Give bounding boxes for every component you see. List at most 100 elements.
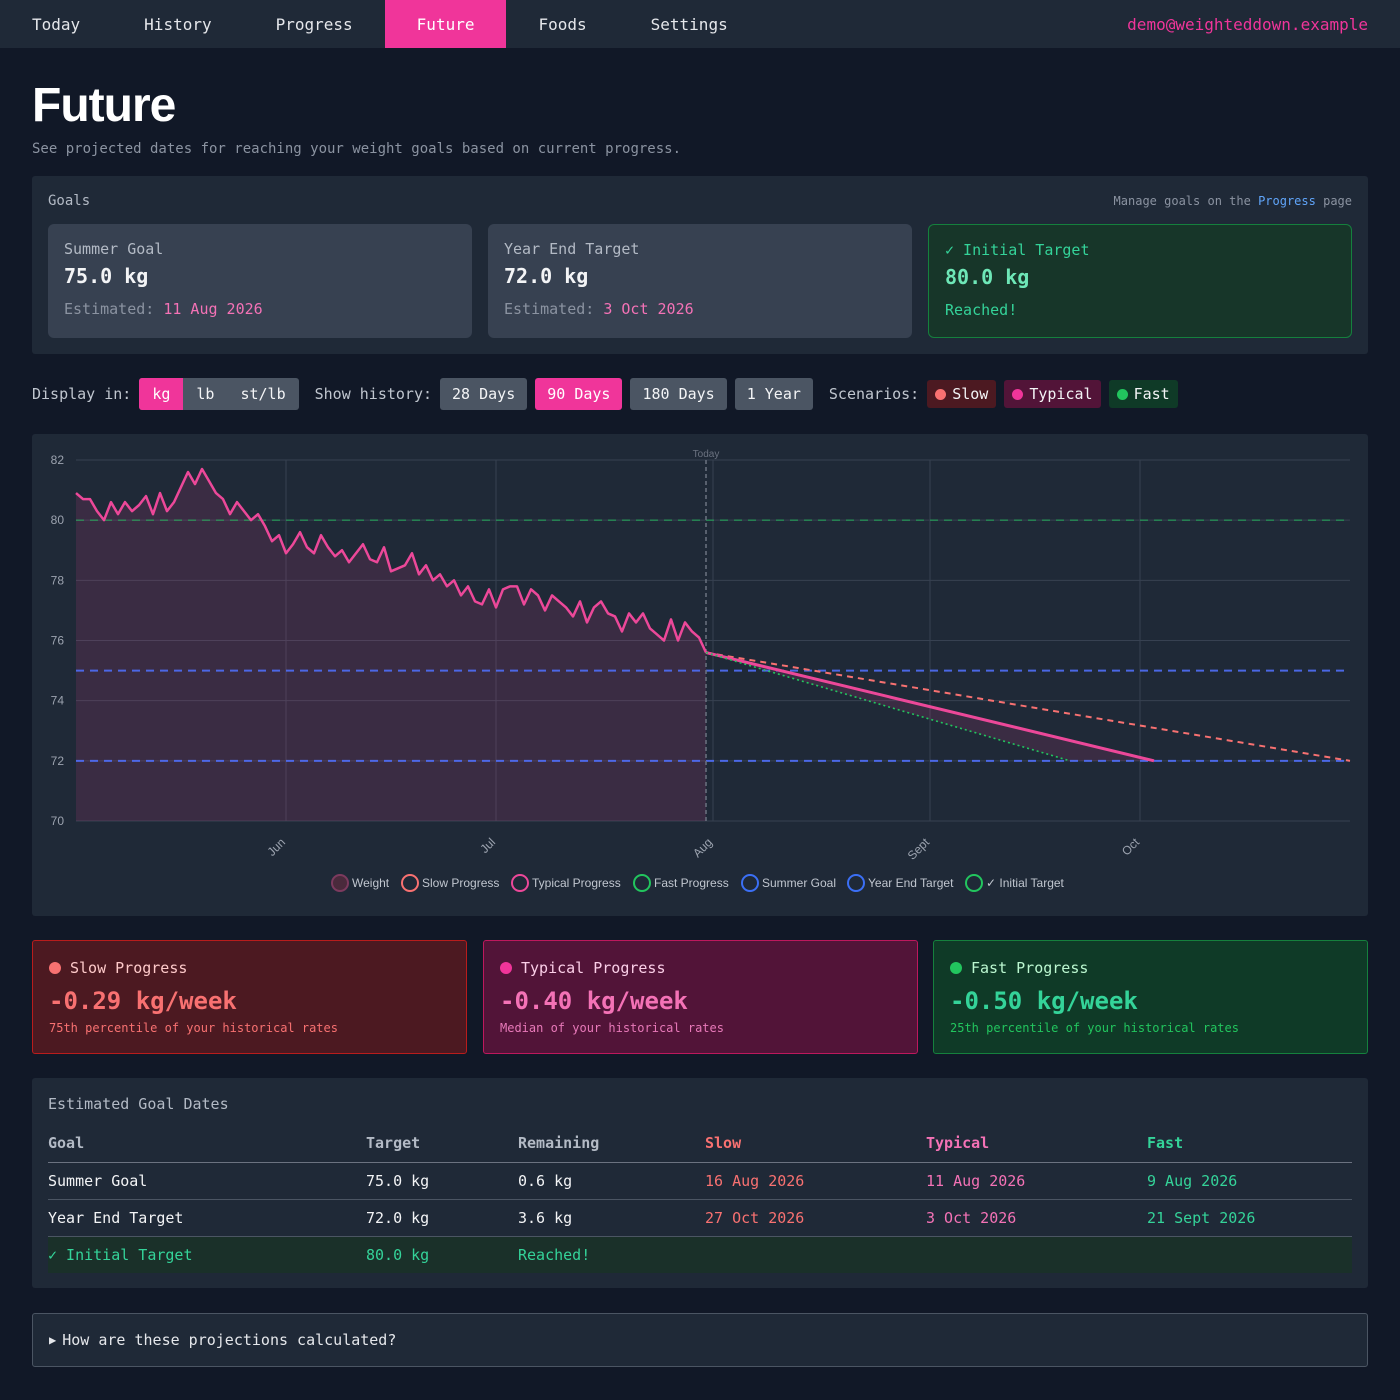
legend-swatch-icon (633, 874, 651, 892)
tab-progress[interactable]: Progress (275, 14, 353, 34)
legend-label: Year End Target (868, 876, 954, 890)
manage-goals-prefix: Manage goals on the (1113, 194, 1251, 208)
goal-weight: 72.0 kg (504, 264, 589, 288)
goal-estimate: Estimated: 11 Aug 2026 (64, 300, 456, 318)
legend-label: Typical Progress (532, 876, 621, 890)
goal-dates-table: Goal Target Remaining Slow Typical Fast … (48, 1124, 1352, 1273)
legend-label: Slow Progress (422, 876, 499, 890)
weight-area (76, 469, 706, 821)
goals-heading: Goals (48, 193, 91, 209)
slow-dot-icon (49, 962, 61, 974)
goal-card-initial: ✓ Initial Target 80.0 kg Reached! (928, 224, 1352, 338)
y-tick-label: 76 (51, 634, 65, 648)
legend-swatch-icon (401, 874, 419, 892)
tab-foods[interactable]: Foods (538, 14, 587, 34)
user-email-link[interactable]: demo@weighteddown.example (1127, 14, 1368, 34)
scenario-label: Fast (1133, 385, 1170, 403)
scenario-fast-toggle[interactable]: Fast (1108, 380, 1178, 408)
legend-swatch-icon (511, 874, 529, 892)
cell-remaining: Reached! (518, 1236, 705, 1273)
goal-weight: 80.0 kg (945, 265, 1030, 289)
scenario-slow-toggle[interactable]: Slow (927, 380, 997, 408)
slow-dot-icon (935, 388, 947, 400)
history-1-year-button[interactable]: 1 Year (734, 378, 813, 410)
y-tick-label: 80 (51, 513, 65, 527)
y-tick-label: 82 (51, 453, 65, 467)
column-header-target: Target (366, 1124, 518, 1163)
cell-remaining: 0.6 kg (518, 1162, 705, 1200)
scenario-typical-toggle[interactable]: Typical (1004, 380, 1101, 408)
column-header-typical: Typical (926, 1124, 1147, 1163)
triangle-right-icon: ▶ (49, 1333, 57, 1347)
typical-dot-icon (1012, 388, 1024, 400)
cell-target: 72.0 kg (366, 1199, 518, 1237)
cell-fast: 9 Aug 2026 (1147, 1162, 1352, 1200)
progress-page-link[interactable]: Progress (1258, 194, 1316, 208)
legend-label: ✓ Initial Target (986, 876, 1065, 890)
scenarios-label: Scenarios: (828, 385, 920, 403)
unit-stlb-button[interactable]: st/lb (240, 385, 286, 403)
x-tick-label: Jul (477, 835, 498, 856)
history-180-days-button[interactable]: 180 Days (630, 378, 727, 410)
scenario-description: Median of your historical rates (500, 1021, 724, 1035)
table-row-reached: ✓ Initial Target 80.0 kg Reached! (48, 1236, 1352, 1273)
weight-projection-chart: 70 72 74 76 78 80 82 Jun Jul Aug Sept Oct Today Weigh… (32, 434, 1368, 916)
estimated-goal-dates-panel: Estimated Goal Dates Goal Target Remaini… (32, 1078, 1368, 1288)
cell-goal: Summer Goal (48, 1162, 366, 1200)
goal-weight: 75.0 kg (64, 264, 149, 288)
y-tick-label: 74 (51, 694, 65, 708)
column-header-slow: Slow (705, 1124, 926, 1163)
cell-typical (926, 1236, 1147, 1273)
cell-typical: 3 Oct 2026 (926, 1199, 1147, 1237)
scenario-card-title: Typical Progress (521, 959, 666, 977)
tab-history[interactable]: History (144, 14, 212, 34)
projection-line (705, 651, 1071, 762)
goal-estimate-date: 3 Oct 2026 (603, 300, 694, 318)
projections-explainer-toggle[interactable]: ▶ How are these projections calculated? (32, 1313, 1368, 1367)
history-28-days-button[interactable]: 28 Days (440, 378, 528, 410)
fast-dot-icon (1116, 388, 1128, 400)
goal-name: Year End Target (504, 240, 640, 258)
weight-line (75, 467, 708, 654)
legend-swatch-icon (331, 874, 349, 892)
cell-fast (1147, 1236, 1352, 1273)
column-header-remaining: Remaining (518, 1124, 705, 1163)
legend-swatch-icon (965, 874, 983, 892)
unit-kg-button[interactable]: kg (139, 378, 184, 410)
legend-label: Fast Progress (654, 876, 729, 890)
column-header-goal: Goal (48, 1124, 366, 1163)
cell-goal: Year End Target (48, 1199, 366, 1237)
cell-typical: 11 Aug 2026 (926, 1162, 1147, 1200)
table-header-row: Goal Target Remaining Slow Typical Fast (48, 1124, 1352, 1163)
legend-swatch-icon (847, 874, 865, 892)
chart-svg: 70 72 74 76 78 80 82 Jun Jul Aug Sept Oct Today Weigh… (51, 449, 1351, 892)
x-tick-label: Oct (1119, 835, 1143, 859)
unit-lb-button[interactable]: lb (196, 385, 215, 403)
history-90-days-button[interactable]: 90 Days (535, 378, 623, 410)
column-header-fast: Fast (1147, 1124, 1352, 1163)
page-subtitle: See projected dates for reaching your we… (32, 141, 682, 157)
cell-target: 80.0 kg (366, 1236, 518, 1273)
table-row: Summer Goal 75.0 kg 0.6 kg 16 Aug 2026 1… (48, 1162, 1352, 1200)
goal-estimate-label: Estimated: (504, 300, 595, 318)
estimated-goal-dates-heading: Estimated Goal Dates (48, 1095, 229, 1113)
x-tick-label: Aug (690, 835, 715, 860)
scenario-rate: -0.40 kg/week (500, 987, 688, 1015)
goal-card-year-end: Year End Target 72.0 kg Estimated: 3 Oct… (488, 224, 912, 338)
cell-remaining: 3.6 kg (518, 1199, 705, 1237)
goal-estimate-label: Estimated: (64, 300, 155, 318)
tab-settings[interactable]: Settings (650, 14, 728, 34)
y-tick-label: 78 (51, 573, 65, 587)
scenario-rate: -0.50 kg/week (950, 987, 1138, 1015)
manage-goals-note: Manage goals on the Progress page (1114, 194, 1352, 208)
top-nav: Today History Progress Future Foods Sett… (0, 0, 1400, 48)
projection-line (705, 651, 1351, 762)
scenario-description: 25th percentile of your historical rates (950, 1021, 1239, 1035)
fast-progress-card: Fast Progress -0.50 kg/week 25th percent… (933, 940, 1368, 1054)
slow-progress-card: Slow Progress -0.29 kg/week 75th percent… (32, 940, 467, 1054)
page-title: Future (32, 79, 176, 132)
goal-status: Reached! (945, 301, 1018, 319)
tab-future[interactable]: Future (384, 0, 507, 48)
explainer-label: How are these projections calculated? (62, 1331, 397, 1349)
tab-today[interactable]: Today (32, 14, 81, 34)
